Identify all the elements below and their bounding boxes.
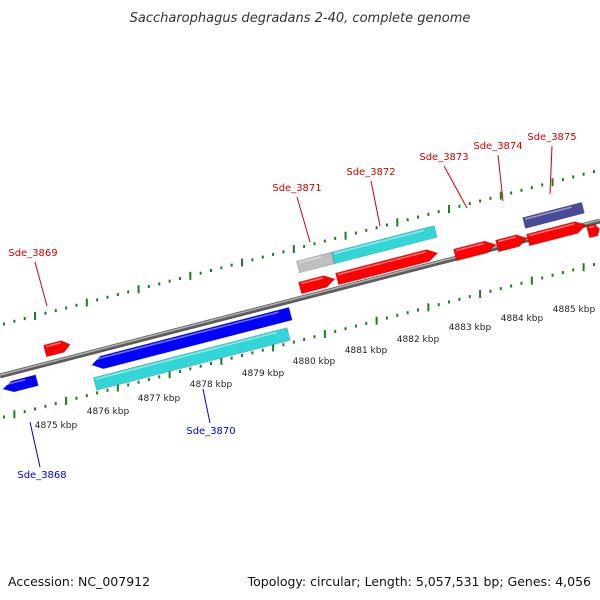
gene-sde-3871-shape <box>298 275 336 295</box>
gene-sde-3868-shape <box>2 374 39 393</box>
gene-label: Sde_3871 <box>272 183 321 194</box>
gene-next-shine <box>588 225 595 229</box>
gene-sde-3875 <box>526 221 587 247</box>
genome-summary-text: Topology: circular; Length: 5,057,531 bp… <box>247 574 591 589</box>
scale-label-layer: 4875 kbp 4876 kbp 4877 kbp 4878 kbp 4879 kbp… <box>35 305 596 431</box>
gene-sde-3875-shine <box>528 223 575 237</box>
scale-label: 4883 kbp <box>449 323 492 333</box>
gene-sde-3868 <box>2 374 39 393</box>
scale-label: 4884 kbp <box>501 314 544 324</box>
tick-layer <box>3 170 595 419</box>
gene-sde-3869 <box>43 340 71 358</box>
scale-label: 4879 kbp <box>242 369 285 379</box>
scale-label: 4876 kbp <box>87 407 130 417</box>
gene-sde-3868-shine <box>3 378 26 386</box>
cds-sde-3872 <box>331 225 438 265</box>
gene-sde-3872-shape <box>335 249 439 286</box>
gene-sde-3871 <box>298 275 336 295</box>
gene-label: Sde_3868 <box>17 470 66 481</box>
gene-label-leader <box>549 145 553 195</box>
gene-sde-3874 <box>495 234 528 253</box>
cds-sde-3870-shape <box>93 327 291 391</box>
cds-sde-3870-shine <box>95 331 278 380</box>
gene-sde-3874-shape <box>495 234 528 253</box>
gene-sde-3872 <box>335 249 439 286</box>
gene-sde-3870-shape <box>91 307 293 370</box>
scale-label: 4882 kbp <box>397 335 440 345</box>
gene-sde-3873-shape <box>453 240 497 262</box>
feature-sde-3871-other-shine <box>298 256 322 264</box>
gene-label: Sde_3874 <box>473 141 522 152</box>
gene-sde-3873 <box>453 240 497 262</box>
gene-label: Sde_3872 <box>346 167 395 178</box>
gene-label: Sde_3875 <box>527 132 576 143</box>
scale-label: 4881 kbp <box>345 346 388 356</box>
gene-sde-3870 <box>91 307 293 370</box>
accession-text: Accession: NC_007912 <box>8 574 150 589</box>
cds-sde-3872-shape <box>331 225 438 265</box>
map-title: Saccharophagus degradans 2-40, complete … <box>130 11 471 26</box>
gene-label-leader <box>202 388 211 424</box>
scale-label: 4877 kbp <box>138 394 181 404</box>
gene-sde-3871-shine <box>300 277 324 285</box>
feature-sde-3875-highlight-shape <box>522 202 585 229</box>
gene-sde-3873-shine <box>455 242 485 252</box>
scale-label: 4885 kbp <box>553 305 596 315</box>
gene-label-leader <box>370 180 381 227</box>
gene-label-layer: Sde_3869 Sde_3871 Sde_3872 Sde_3873 Sde_3874… <box>8 132 576 481</box>
gene-label-leader <box>443 165 468 209</box>
gene-label: Sde_3870 <box>186 426 235 437</box>
feature-layer <box>2 202 600 393</box>
cds-sde-3872-shine <box>333 229 425 255</box>
gene-label-leader <box>29 421 41 468</box>
feature-sde-3875-highlight-shine <box>524 206 572 220</box>
gene-label: Sde_3869 <box>8 248 57 259</box>
gene-label-leader <box>34 261 48 307</box>
gene-sde-3869-shine <box>45 342 61 348</box>
scale-label: 4875 kbp <box>35 421 78 431</box>
gene-sde-3870-shine <box>92 311 279 361</box>
gene-sde-3872-shine <box>337 251 427 276</box>
gene-sde-3869-shape <box>43 340 71 358</box>
cds-sde-3870 <box>93 327 291 391</box>
gene-label-leader <box>497 154 504 202</box>
scale-label: 4878 kbp <box>190 380 233 390</box>
gene-next-shape <box>586 223 600 239</box>
scale-label: 4880 kbp <box>293 357 336 367</box>
gene-sde-3875-shape <box>526 221 587 247</box>
gene-label-leader <box>296 196 311 243</box>
feature-sde-3871-other-shape <box>296 251 335 274</box>
gene-label: Sde_3873 <box>419 152 468 163</box>
gene-sde-3874-shine <box>497 236 517 243</box>
feature-sde-3871-other <box>296 251 335 274</box>
gene-next <box>586 223 600 239</box>
feature-sde-3875-highlight <box>522 202 585 229</box>
